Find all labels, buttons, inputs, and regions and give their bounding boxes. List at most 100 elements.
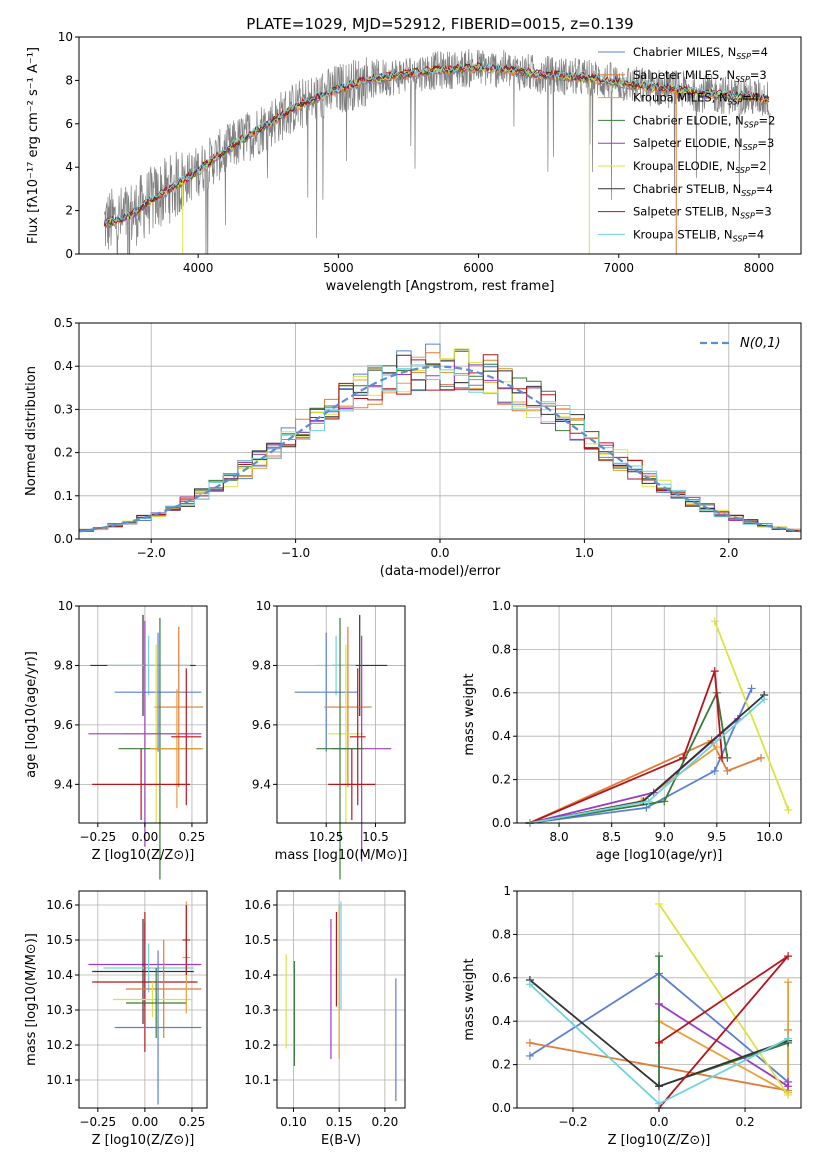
- y-tick-label: 1: [503, 884, 511, 898]
- y-tick-label: 10.3: [244, 1003, 271, 1017]
- x-tick-label: 6000: [463, 261, 494, 275]
- legend-subscript: SSP: [735, 166, 750, 175]
- series-line-7: [529, 670, 723, 824]
- plot-area: [285, 901, 397, 1101]
- legend-subscript: SSP: [735, 75, 750, 84]
- x-tick-label: 0.25: [179, 830, 206, 844]
- model-spectrum-7: [103, 61, 770, 225]
- legend-value: =4: [747, 227, 764, 241]
- legend-subscript: SSP: [743, 143, 758, 152]
- y-tick-label: 10.5: [244, 933, 271, 947]
- x-tick-label: 1.0: [575, 546, 594, 560]
- series-point: [679, 753, 688, 762]
- series-point: [723, 766, 732, 775]
- y-tick-label: 10: [256, 599, 271, 613]
- series-point: [760, 695, 769, 704]
- series-line-0: [529, 688, 753, 824]
- y-tick-label: 0.0: [492, 816, 511, 830]
- x-axis-label: wavelength [Angstrom, rest frame]: [326, 279, 555, 294]
- x-tick-label: 10.25: [309, 830, 343, 844]
- grid: [517, 605, 801, 824]
- x-tick-label: −0.25: [79, 830, 116, 844]
- observed-spectrum: [103, 49, 771, 254]
- normal-reference-curve: [79, 365, 801, 533]
- panel-mass_vs_Z: −0.25 0.00 0.25 10.1 10.2 10.3 10.4 10.5 10.6 Z […: [24, 890, 208, 1148]
- x-axis-label: Z [log10(Z/Z⊙)]: [92, 1133, 195, 1148]
- legend-subscript: SSP: [733, 234, 748, 243]
- plot-area: [88, 901, 202, 1105]
- legend-subscript: SSP: [740, 212, 755, 221]
- y-tick-label: 0.2: [492, 1058, 511, 1072]
- axes-frame: [276, 605, 406, 824]
- x-axis-label: E(B-V): [321, 1133, 361, 1148]
- series-line-4: [658, 1003, 789, 1088]
- legend-value: =3: [757, 136, 774, 150]
- series-point: [784, 952, 793, 961]
- y-tick-label: 10.2: [46, 1038, 73, 1052]
- y-tick-label: 6: [65, 117, 73, 131]
- plot-area: [88, 614, 204, 880]
- x-tick-label: −0.25: [79, 1115, 116, 1129]
- y-tick-label: 0.5: [54, 316, 73, 330]
- x-tick-label: 0.2: [736, 1115, 755, 1129]
- y-tick-label: 0.4: [492, 729, 511, 743]
- legend-value: =2: [750, 159, 767, 173]
- x-axis-label: Z [log10(Z/Z⊙)]: [608, 1133, 711, 1148]
- y-axis-label: Flux [fλ10⁻¹⁷ erg cm⁻² s⁻¹ A⁻¹]: [26, 47, 41, 244]
- y-tick-label: 0.8: [492, 927, 511, 941]
- series-point: [784, 1090, 793, 1099]
- y-tick-label: 10.1: [46, 1073, 73, 1087]
- y-axis-label: age [log10(age/yr)]: [24, 651, 39, 778]
- x-tick-label: 5000: [323, 261, 354, 275]
- series-point: [655, 999, 663, 1008]
- legend-value: =3: [755, 205, 772, 219]
- y-axis-label: mass weight: [462, 958, 477, 1040]
- legend-label: Chabrier STELIB, NSSP=4: [633, 182, 773, 198]
- legend-label: Salpeter ELODIE, NSSP=3: [633, 136, 774, 152]
- legend-subscript: SSP: [728, 98, 743, 107]
- y-tick-label: 10.5: [46, 933, 73, 947]
- legend-value: =4: [756, 182, 773, 196]
- y-tick-label: 0.6: [492, 686, 511, 700]
- y-tick-label: 10.6: [244, 898, 271, 912]
- x-tick-label: −2.0: [137, 546, 166, 560]
- legend-value: =4: [751, 45, 768, 59]
- plot-area: [294, 614, 392, 880]
- y-axis-label: Normed distribution: [24, 366, 39, 496]
- series-point: [757, 753, 766, 762]
- series-point: [655, 1099, 663, 1108]
- y-tick-label: 9.4: [54, 777, 73, 791]
- legend-value: =4: [742, 91, 759, 105]
- axes-frame: [276, 890, 406, 1109]
- y-tick-label: 9.6: [252, 718, 271, 732]
- x-tick-label: 0.10: [280, 1115, 307, 1129]
- x-tick-label: 0.0: [430, 546, 449, 560]
- legend-value: =2: [759, 113, 776, 127]
- series-point: [747, 684, 756, 693]
- y-axis-label: mass weight: [462, 673, 477, 755]
- y-tick-label: 10: [58, 30, 73, 44]
- y-tick-label: 8: [65, 73, 73, 87]
- y-tick-label: 0.3: [54, 402, 73, 416]
- plot-area: [525, 617, 793, 827]
- axes-frame: [78, 605, 208, 824]
- panel-spectrum: 4000 5000 6000 7000 8000 0 2 4 6 8 10 wavelength [A…: [26, 30, 802, 294]
- x-tick-label: 2.0: [719, 546, 738, 560]
- y-tick-label: 10.3: [46, 1003, 73, 1017]
- panel-massweight_vs_age: 8.0 8.5 9.0 9.5 10.0 0.0 0.2 0.4 0.6 0.8 1.0 age [l…: [462, 599, 802, 863]
- x-tick-label: 10.0: [756, 830, 783, 844]
- panel-residual_histogram: −2.0 −1.0 0.0 1.0 2.0 0.0 0.1 0.2 0.3 0.4 0.5 (data…: [24, 316, 802, 579]
- x-tick-label: 10.5: [362, 830, 389, 844]
- y-tick-label: 10.4: [46, 968, 73, 982]
- legend-label: Salpeter MILES, NSSP=3: [633, 68, 767, 84]
- y-tick-label: 4: [65, 160, 73, 174]
- x-tick-label: 0.00: [132, 1115, 159, 1129]
- series-point: [718, 753, 727, 762]
- y-tick-label: 0.6: [492, 971, 511, 985]
- series-point: [655, 1082, 663, 1091]
- plot-area: [79, 343, 801, 534]
- legend-label: Chabrier ELODIE, NSSP=2: [633, 113, 775, 129]
- legend: Chabrier MILES, NSSP=4 Salpeter MILES, NS…: [598, 45, 775, 243]
- y-tick-label: 0.2: [54, 446, 73, 460]
